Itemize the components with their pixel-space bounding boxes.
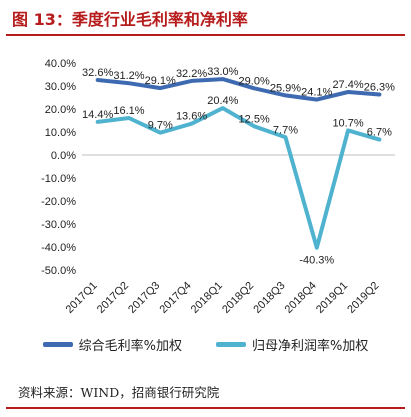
x-tick-label: 2017Q1 (64, 280, 100, 316)
series-line-0 (95, 77, 382, 102)
data-label: 32.2% (176, 68, 207, 80)
source-note: 资料来源：WIND，招商银行研究院 (18, 385, 220, 400)
data-label: 12.5% (239, 113, 270, 125)
data-label: 32.6% (82, 67, 113, 79)
x-axis: 2017Q12017Q22017Q32017Q42018Q12018Q22018… (64, 154, 395, 316)
y-tick-label: -10.0% (41, 173, 76, 185)
chart-title: 图 13：季度行业毛利率和净利率 (12, 10, 248, 29)
data-label: 24.1% (301, 87, 332, 99)
legend: 综合毛利率%加权 归母净利润率%加权 (0, 335, 411, 354)
x-tick-label: 2017Q2 (95, 280, 131, 316)
series-lines (95, 77, 382, 250)
data-label: 29.0% (239, 75, 270, 87)
y-tick-label: -20.0% (41, 196, 76, 208)
data-label: 16.1% (113, 105, 144, 117)
data-label: 13.6% (176, 111, 207, 123)
data-label: 25.9% (270, 82, 301, 94)
legend-swatch-net-margin (216, 342, 246, 347)
y-tick-label: 10.0% (45, 127, 76, 139)
y-tick-label: -40.0% (41, 242, 76, 254)
x-tick-label: 2018Q1 (189, 280, 225, 316)
footer-divider (6, 407, 405, 409)
y-tick-label: -30.0% (41, 219, 76, 231)
data-label: 33.0% (207, 66, 238, 78)
x-tick-label: 2017Q3 (126, 280, 162, 316)
x-tick-label: 2018Q2 (220, 280, 256, 316)
legend-swatch-gross-margin (42, 342, 73, 347)
data-label: 14.4% (82, 109, 113, 121)
data-label: 27.4% (332, 79, 363, 91)
x-tick-label: 2018Q4 (283, 280, 319, 316)
x-tick-label: 2018Q3 (251, 280, 287, 316)
data-label: 9.7% (148, 120, 173, 132)
y-tick-label: 0.0% (51, 150, 76, 162)
x-tick-label: 2019Q1 (314, 280, 350, 316)
y-tick-label: -50.0% (41, 265, 76, 277)
y-axis: 40.0% 30.0% 20.0% 10.0% 0.0% -10.0% -20.0% -30.… (41, 58, 76, 277)
data-label: 10.7% (332, 117, 363, 129)
title-divider (6, 34, 405, 36)
x-tick-label: 2017Q4 (157, 280, 193, 316)
y-tick-label: 30.0% (45, 81, 76, 93)
legend-label-net-margin: 归母净利润率%加权 (252, 339, 369, 354)
data-label: -40.3% (299, 255, 334, 267)
data-labels: 32.6% 31.2% 29.1%32.2% 33.0%29.0%25.9% 24.1%… (82, 66, 395, 267)
legend-item-gross-margin: 综合毛利率%加权 (42, 335, 182, 354)
data-label: 7.7% (273, 124, 298, 136)
legend-item-net-margin: 归母净利润率%加权 (216, 335, 368, 354)
data-label: 29.1% (145, 75, 176, 87)
data-label: 26.3% (364, 82, 395, 94)
data-label: 31.2% (113, 70, 144, 82)
x-tick-label: 2019Q2 (345, 280, 381, 316)
line-chart: 40.0% 30.0% 20.0% 10.0% 0.0% -10.0% -20.0% -30.… (41, 58, 395, 316)
data-label: 20.4% (207, 95, 238, 107)
y-tick-label: 20.0% (45, 104, 76, 116)
legend-label-gross-margin: 综合毛利率%加权 (78, 339, 182, 354)
y-tick-label: 40.0% (45, 58, 76, 70)
series-line-1 (95, 106, 382, 250)
data-label: 6.7% (367, 127, 392, 139)
